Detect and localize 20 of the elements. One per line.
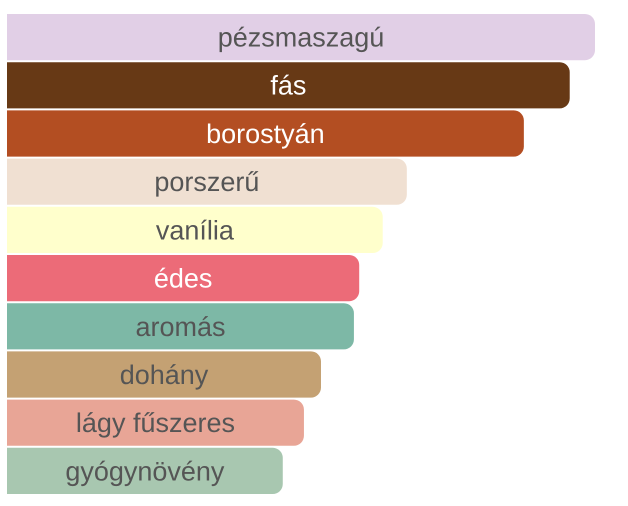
bar [7, 448, 283, 494]
bar [7, 351, 321, 398]
y-tick-label: aromás [135, 312, 226, 342]
bar [7, 206, 383, 253]
bar [7, 62, 570, 108]
bar [7, 303, 354, 350]
y-tick-label: porszerű [154, 167, 260, 198]
bar [7, 158, 407, 205]
y-tick-label: fás [270, 70, 306, 101]
y-tick-label: gyógynövény [65, 456, 225, 486]
y-tick-label: borostyán [206, 118, 325, 149]
bar [7, 255, 360, 302]
bar [7, 14, 595, 60]
y-tick-label: dohány [120, 360, 209, 390]
bar [7, 110, 524, 157]
y-tick-label: vanília [156, 215, 235, 246]
bar [7, 400, 304, 446]
y-tick-label: édes [154, 264, 212, 294]
y-tick-label: lágy fűszeres [76, 408, 236, 438]
y-tick-label: pézsmaszagú [218, 22, 384, 53]
